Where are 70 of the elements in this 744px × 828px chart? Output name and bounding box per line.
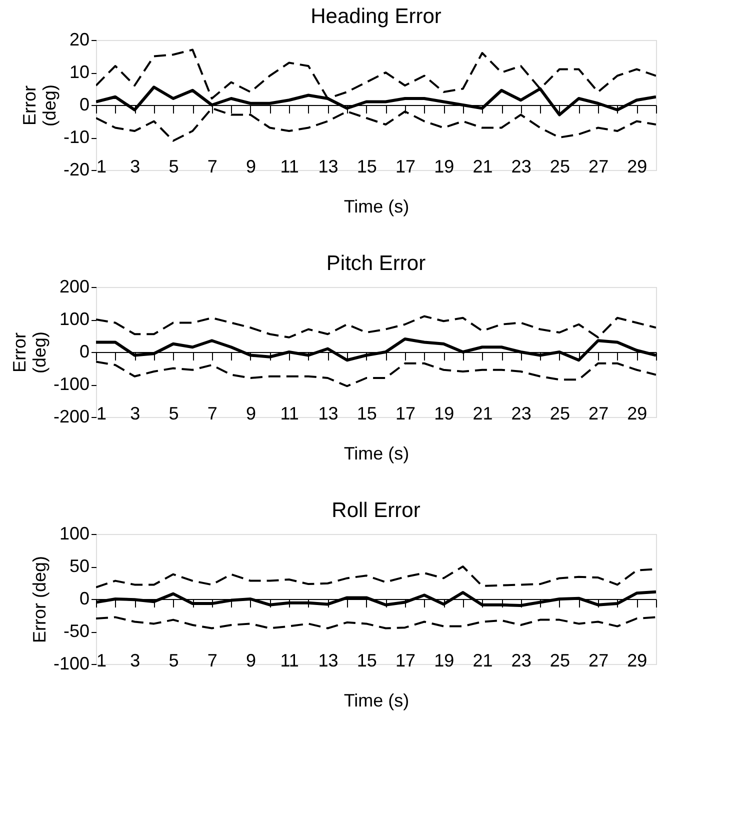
- x-tick-label: 5: [168, 650, 179, 670]
- x-axis-title: Time (s): [344, 444, 410, 464]
- y-tick-label: -100: [53, 654, 90, 674]
- x-tick-label: 15: [356, 156, 377, 176]
- x-tick-label: 27: [588, 650, 609, 670]
- x-tick-label: 29: [627, 404, 648, 424]
- x-tick-label: 17: [395, 156, 416, 176]
- x-tick-label: 15: [356, 404, 377, 424]
- x-tick-label: 25: [550, 404, 570, 424]
- x-tick-label: 19: [434, 650, 454, 670]
- x-tick-label: 11: [280, 650, 299, 670]
- y-tick-label: 10: [69, 62, 90, 82]
- x-axis-title: Time (s): [344, 196, 410, 216]
- y-tick-label: 0: [79, 588, 90, 608]
- y-tick-label: -50: [63, 621, 90, 641]
- y-axis-title: Error (deg): [19, 84, 60, 127]
- x-tick-label: 3: [130, 404, 140, 424]
- chart-title: Roll Error: [332, 499, 420, 522]
- x-tick-label: 1: [96, 404, 107, 424]
- x-tick-label: 13: [318, 404, 338, 424]
- x-tick-label: 11: [280, 404, 299, 424]
- x-tick-label: 23: [511, 404, 532, 424]
- x-tick-label: 1: [96, 650, 107, 670]
- x-tick-label: 5: [168, 156, 179, 176]
- x-tick-label: 19: [434, 404, 454, 424]
- x-tick-label: 27: [588, 404, 609, 424]
- x-tick-label: 17: [395, 404, 416, 424]
- line-series: [96, 616, 656, 630]
- y-tick-label: 0: [79, 342, 90, 362]
- x-tick-label: 29: [627, 156, 648, 176]
- x-tick-label: 29: [627, 650, 648, 670]
- x-tick-label: 21: [472, 650, 493, 670]
- x-tick-label: 9: [246, 650, 256, 670]
- x-tick-label: 21: [472, 156, 493, 176]
- y-tick-label: 100: [59, 524, 90, 544]
- chart-title: Heading Error: [310, 5, 442, 28]
- x-axis-title: Time (s): [344, 690, 410, 710]
- x-tick-label: 3: [130, 156, 140, 176]
- y-tick-label: 50: [69, 556, 90, 576]
- x-tick-label: 27: [588, 156, 609, 176]
- x-tick-label: 13: [318, 156, 338, 176]
- x-tick-label: 1: [96, 156, 107, 176]
- y-tick-label: -200: [53, 406, 90, 426]
- y-tick-label: -20: [63, 160, 90, 180]
- x-tick-label: 11: [280, 156, 299, 176]
- y-tick-label: -10: [63, 127, 90, 147]
- x-tick-label: 17: [395, 650, 416, 670]
- x-tick-label: 25: [550, 650, 570, 670]
- y-tick-label: 0: [79, 94, 90, 114]
- x-tick-label: 9: [246, 156, 256, 176]
- x-tick-label: 15: [356, 650, 377, 670]
- x-tick-label: 5: [168, 404, 179, 424]
- x-tick-label: 21: [472, 404, 493, 424]
- y-tick-label: 200: [59, 276, 90, 296]
- x-tick-label: 7: [207, 404, 218, 424]
- x-tick-label: 23: [511, 650, 532, 670]
- y-tick-label: 20: [69, 30, 90, 50]
- x-tick-label: 7: [207, 156, 218, 176]
- y-axis-title: Error (deg): [29, 556, 50, 644]
- x-tick-label: 25: [550, 156, 570, 176]
- x-tick-label: 23: [511, 156, 532, 176]
- x-tick-label: 19: [434, 156, 454, 176]
- y-tick-label: 100: [59, 309, 90, 329]
- x-tick-label: 13: [318, 650, 338, 670]
- y-axis-title: Error (deg): [9, 331, 50, 374]
- x-tick-label: 7: [207, 650, 218, 670]
- x-tick-label: 9: [246, 404, 256, 424]
- chart-title: Pitch Error: [326, 252, 426, 275]
- x-tick-label: 3: [130, 650, 140, 670]
- y-tick-label: -100: [53, 374, 90, 394]
